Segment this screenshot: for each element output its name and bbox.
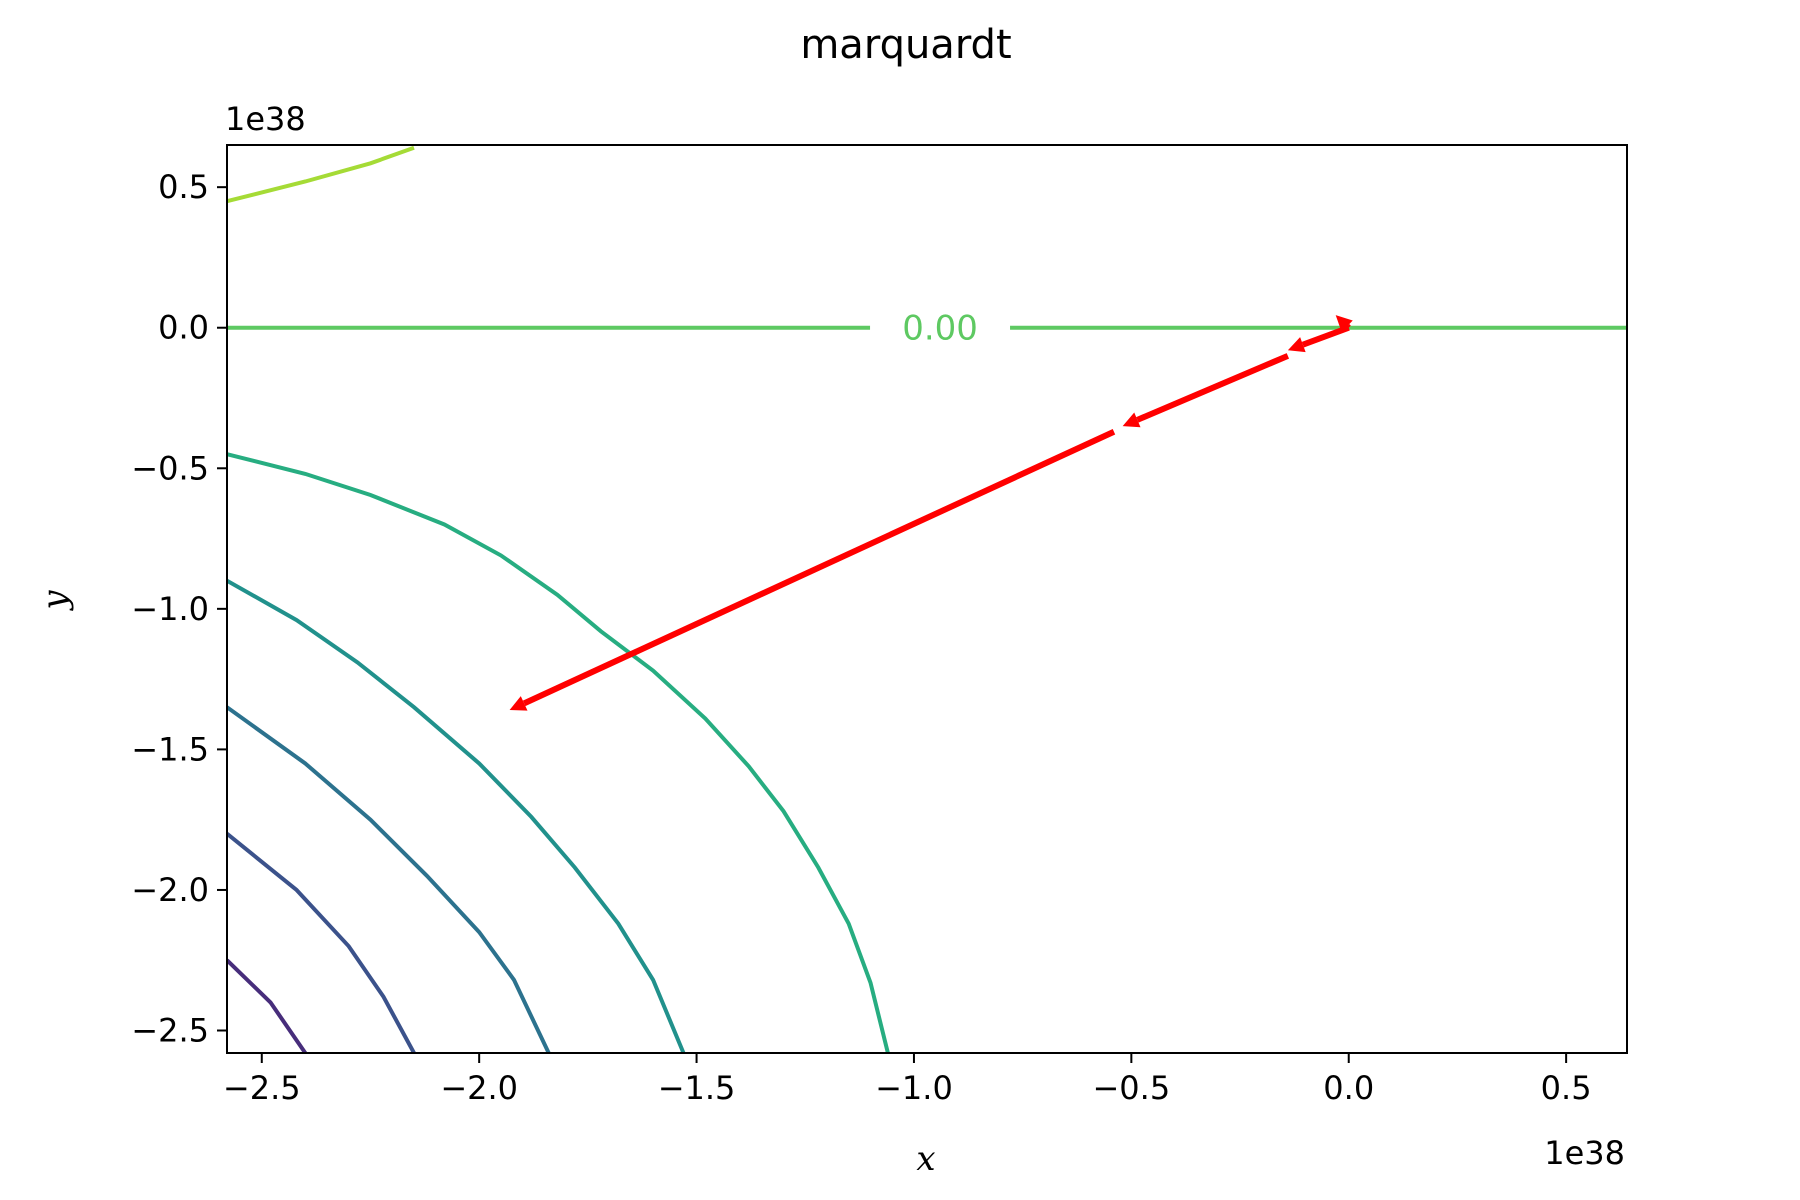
y-tick-label: −2.5 bbox=[131, 1012, 209, 1050]
contour-line bbox=[227, 578, 686, 1053]
step-arrow bbox=[1287, 324, 1350, 353]
x-tick-label: 0.0 bbox=[1323, 1069, 1374, 1107]
x-tick-label: −1.0 bbox=[875, 1069, 953, 1107]
y-tick-label: −0.5 bbox=[131, 449, 209, 487]
x-tick-label: −2.0 bbox=[440, 1069, 518, 1107]
contour-line bbox=[227, 705, 551, 1053]
y-axis-label: y bbox=[35, 590, 75, 612]
contour-label: 0.00 bbox=[902, 309, 978, 349]
y-tick-label: −2.0 bbox=[131, 871, 209, 909]
x-offset-label: 1e38 bbox=[1544, 1134, 1625, 1172]
step-arrow bbox=[509, 429, 1116, 711]
contour-line bbox=[227, 832, 416, 1053]
x-tick-label: −2.5 bbox=[223, 1069, 301, 1107]
contour-line bbox=[227, 958, 307, 1053]
y-tick-label: −1.5 bbox=[131, 730, 209, 768]
step-arrow bbox=[1122, 353, 1290, 428]
chart-title: marquardt bbox=[800, 22, 1011, 68]
contour-line bbox=[227, 145, 415, 204]
x-tick-label: −0.5 bbox=[1092, 1069, 1170, 1107]
contour-line bbox=[227, 452, 890, 1053]
y-tick-label: −1.0 bbox=[131, 590, 209, 628]
x-axis-label: x bbox=[916, 1139, 935, 1179]
y-offset-label: 1e38 bbox=[225, 100, 306, 138]
y-tick-label: 0.0 bbox=[158, 309, 209, 347]
x-tick-label: 0.5 bbox=[1541, 1069, 1592, 1107]
x-tick-label: −1.5 bbox=[658, 1069, 736, 1107]
y-tick-label: 0.5 bbox=[158, 168, 209, 206]
plot-frame bbox=[226, 144, 1628, 1054]
